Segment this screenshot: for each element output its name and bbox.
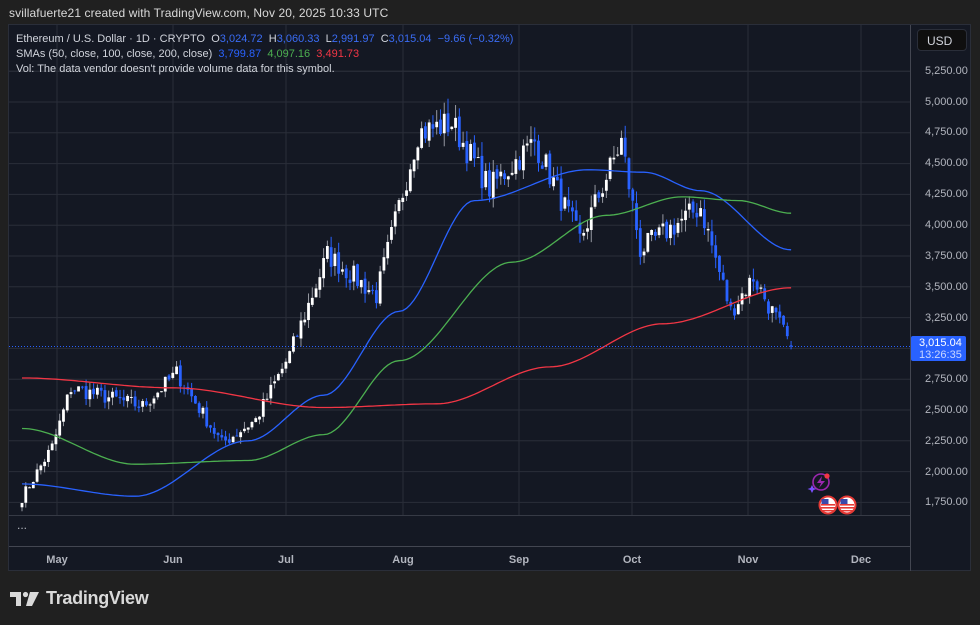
price-tick: 4,750.00 [925,126,968,138]
sma50-value: 3,799.87 [218,48,262,60]
low-value: 2,991.97 [331,33,375,45]
time-label-dec: Dec [850,554,872,566]
price-tick: 4,250.00 [925,188,968,200]
us-flag-icon [818,495,838,515]
time-label-jul: Jul [278,554,294,566]
last-price: 3,015.04 [919,337,962,349]
us-flag-icon [837,495,857,515]
time-label-may: May [46,554,68,566]
sma-100-line [21,196,792,465]
time-label-aug: Aug [392,554,414,566]
volume-pane-collapsed[interactable]: ... [9,515,910,546]
time-label-jun: Jun [163,554,183,566]
price-axis[interactable]: USD 5,250.00 5,000.00 4,750.00 4,500.00 … [910,25,972,571]
collapsed-pane-dots[interactable]: ... [17,518,28,532]
price-tick: 2,000.00 [925,466,968,478]
close-value: 3,015.04 [388,33,432,45]
price-tick: 4,000.00 [925,219,968,231]
tradingview-logo-text: TradingView [46,588,149,608]
sma-row: SMAs (50, close, 100, close, 200, close)… [16,47,513,62]
price-tick: 4,500.00 [925,157,968,169]
change-value: −9.66 (−0.32%) [437,33,514,45]
time-label-oct: Oct [622,554,642,566]
lightning-event-icon[interactable] [807,471,857,515]
tradingview-logo[interactable]: TradingView [10,588,149,609]
price-tick: 3,750.00 [925,250,968,262]
tradingview-logo-icon [10,591,39,606]
price-pane[interactable]: Ethereum / U.S. Dollar · 1D · CRYPTO O3,… [9,25,910,515]
chart-legend: Ethereum / U.S. Dollar · 1D · CRYPTO O3,… [16,32,513,77]
sma-200-line [22,287,792,409]
attribution-text: svillafuerte21 created with TradingView.… [9,6,389,20]
time-label-nov: Nov [737,554,759,566]
price-tick: 2,500.00 [925,404,968,416]
volume-indicator-label[interactable]: Vol: The data vendor doesn't provide vol… [16,63,335,75]
price-tick: 2,750.00 [925,373,968,385]
price-tick: 5,250.00 [925,65,968,77]
sma100-value: 4,097.16 [267,48,311,60]
bar-countdown: 13:26:35 [919,349,962,361]
volume-row: Vol: The data vendor doesn't provide vol… [16,62,513,77]
candlestick-chart[interactable] [9,25,910,515]
last-price-tag: 3,015.04 13:26:35 [911,336,966,361]
chart-frame: Ethereum / U.S. Dollar · 1D · CRYPTO O3,… [8,24,971,571]
sma-indicator-label[interactable]: SMAs (50, close, 100, close, 200, close) [16,48,213,60]
open-value: 3,024.72 [219,33,263,45]
high-value: 3,060.33 [276,33,320,45]
price-tick: 3,500.00 [925,281,968,293]
sma200-value: 3,491.73 [316,48,360,60]
ohlc-row: Ethereum / U.S. Dollar · 1D · CRYPTO O3,… [16,33,514,45]
currency-button[interactable]: USD [917,29,967,51]
sma-50-line [21,169,792,497]
candles [20,98,793,512]
time-axis[interactable]: May Jun Jul Aug Sep Oct Nov Dec [9,546,910,572]
price-tick: 5,000.00 [925,96,968,108]
price-tick: 1,750.00 [925,496,968,508]
price-tick: 3,250.00 [925,312,968,324]
time-label-sep: Sep [508,554,530,566]
symbol-label[interactable]: Ethereum / U.S. Dollar · 1D · CRYPTO [16,33,206,45]
price-tick: 2,250.00 [925,435,968,447]
